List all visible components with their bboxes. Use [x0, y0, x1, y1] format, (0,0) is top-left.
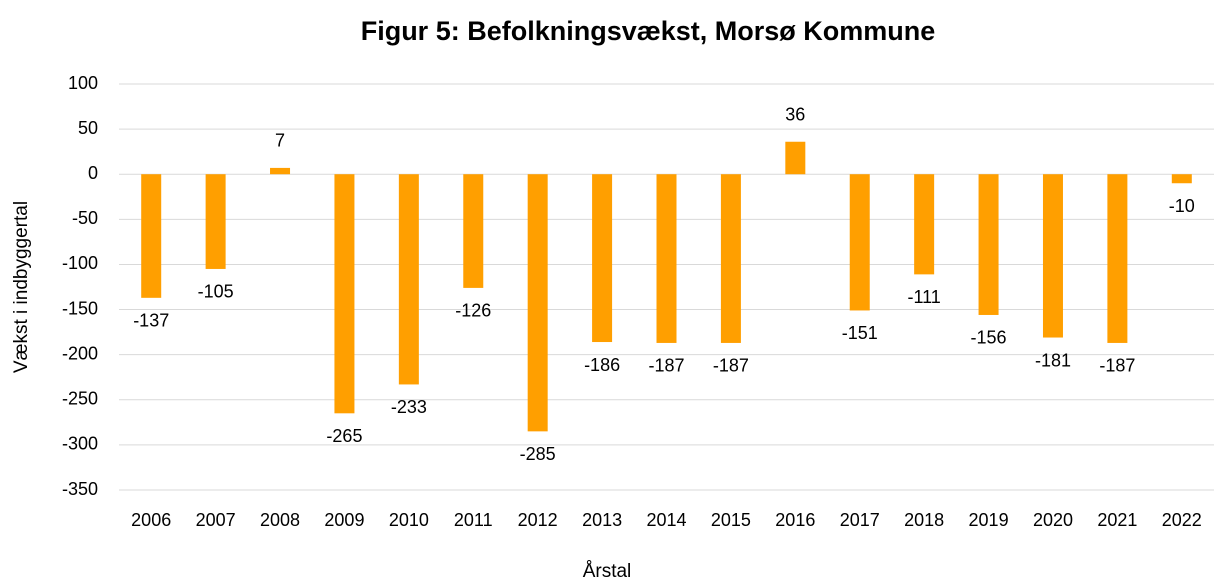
- bar: [1171, 174, 1192, 184]
- y-axis-title: Vækst i indbyggertal: [11, 201, 32, 373]
- y-tick-label: -200: [62, 343, 98, 363]
- data-label: 7: [275, 131, 285, 151]
- bar: [398, 174, 419, 385]
- x-tick-label: 2008: [260, 510, 300, 530]
- x-tick-label: 2016: [775, 510, 815, 530]
- y-tick-label: -50: [72, 208, 98, 228]
- x-tick-label: 2017: [840, 510, 880, 530]
- data-label: -111: [907, 287, 940, 307]
- x-tick-label: 2020: [1033, 510, 1073, 530]
- bar: [141, 174, 162, 298]
- x-tick-label: 2013: [582, 510, 622, 530]
- y-tick-label: -350: [62, 479, 98, 499]
- data-label: -187: [1099, 356, 1135, 376]
- data-label: -137: [133, 311, 169, 331]
- bar: [914, 174, 935, 275]
- data-label: -265: [326, 426, 362, 446]
- y-tick-label: 50: [78, 118, 98, 138]
- data-label: -151: [842, 323, 878, 343]
- bar: [1107, 174, 1128, 343]
- data-label: -285: [520, 444, 556, 464]
- y-tick-label: -300: [62, 434, 98, 454]
- bar: [527, 174, 548, 432]
- data-label: -105: [198, 282, 234, 302]
- data-label: 36: [785, 104, 805, 124]
- data-label: -10: [1169, 196, 1195, 216]
- x-tick-label: 2007: [196, 510, 236, 530]
- x-axis-title: Årstal: [583, 561, 632, 582]
- x-tick-label: 2014: [646, 510, 686, 530]
- bar: [205, 174, 226, 269]
- data-label: -181: [1035, 350, 1071, 370]
- data-label: -233: [391, 397, 427, 417]
- y-tick-label: -250: [62, 389, 98, 409]
- x-tick-label: 2022: [1162, 510, 1202, 530]
- data-label: -156: [971, 328, 1007, 348]
- bar: [270, 167, 291, 175]
- bar: [334, 174, 355, 414]
- data-label: -187: [713, 356, 749, 376]
- x-tick-label: 2010: [389, 510, 429, 530]
- x-tick-label: 2009: [324, 510, 364, 530]
- bar: [1042, 174, 1063, 338]
- bar: [592, 174, 613, 343]
- y-tick-label: 0: [88, 163, 98, 183]
- bar: [978, 174, 999, 315]
- bar: [849, 174, 870, 311]
- bar: [656, 174, 677, 343]
- bar: [720, 174, 741, 343]
- x-tick-label: 2011: [454, 510, 493, 530]
- bar: [463, 174, 484, 288]
- x-tick-label: 2012: [518, 510, 558, 530]
- x-tick-label: 2019: [969, 510, 1009, 530]
- bar: [785, 141, 806, 175]
- x-tick-label: 2015: [711, 510, 751, 530]
- y-tick-label: -100: [62, 253, 98, 273]
- data-label: -126: [455, 301, 491, 321]
- chart-title: Figur 5: Befolkningsvækst, Morsø Kommune: [361, 16, 936, 46]
- x-tick-label: 2006: [131, 510, 171, 530]
- y-tick-label: -150: [62, 298, 98, 318]
- x-tick-label: 2021: [1097, 510, 1137, 530]
- y-tick-label: 100: [68, 73, 98, 93]
- x-tick-label: 2018: [904, 510, 944, 530]
- data-label: -187: [648, 356, 684, 376]
- data-label: -186: [584, 355, 620, 375]
